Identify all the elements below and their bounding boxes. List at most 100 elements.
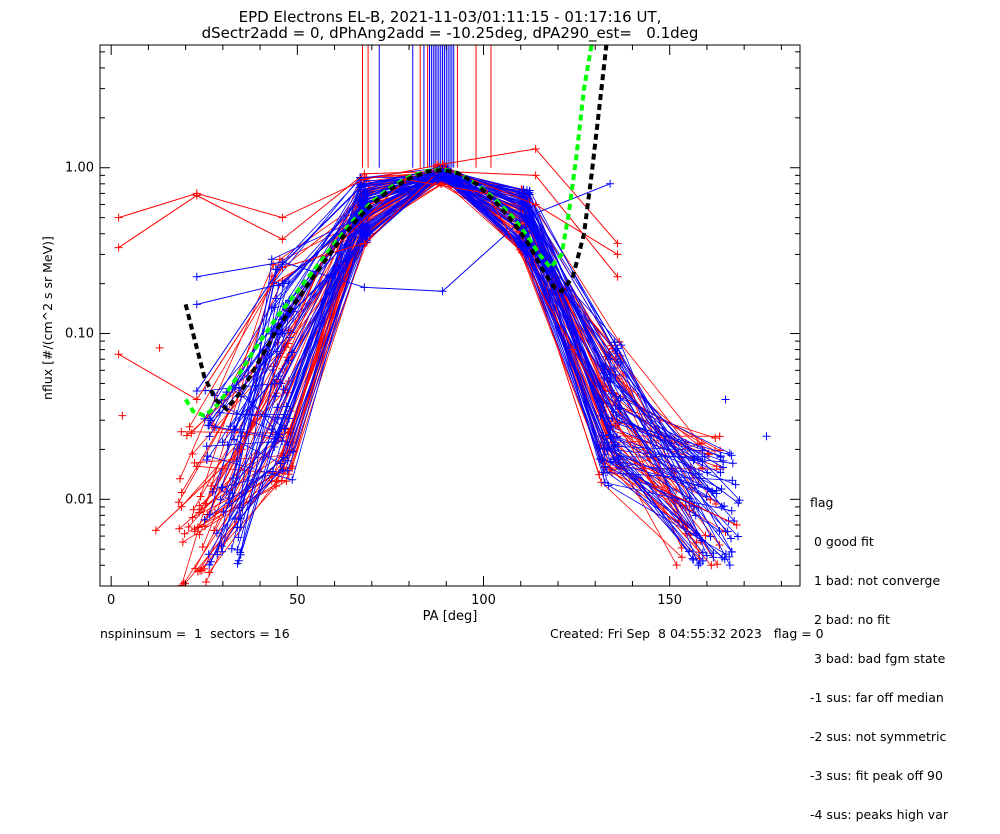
data-point — [190, 524, 199, 533]
data-point — [709, 549, 718, 558]
data-point — [283, 466, 292, 475]
plot-frame — [99, 44, 801, 587]
data-point — [606, 355, 615, 364]
data-point — [519, 241, 528, 250]
data-point — [208, 487, 217, 496]
data-point — [701, 531, 710, 540]
data-point — [531, 171, 540, 180]
data-point — [716, 453, 725, 462]
blue-curve — [232, 164, 736, 543]
data-point — [365, 226, 374, 235]
data-point — [611, 440, 620, 449]
data-point — [182, 431, 191, 440]
data-point — [719, 463, 728, 472]
data-point — [230, 515, 239, 524]
data-point — [234, 533, 243, 542]
data-point — [288, 348, 297, 357]
data-point — [617, 341, 626, 350]
data-point — [204, 550, 213, 559]
data-point — [269, 278, 278, 287]
data-point — [616, 394, 625, 403]
data-point — [203, 452, 212, 461]
outlier-points — [118, 343, 771, 561]
curve-line — [201, 168, 718, 571]
chart-plot: 0 50 100 150 0.01 0.10 1.00 PA [deg] nflux [#/… — [40, 44, 801, 624]
data-point — [213, 550, 222, 559]
data-point — [615, 337, 624, 346]
outlier-point — [725, 552, 734, 561]
data-point — [175, 474, 184, 483]
data-point — [610, 338, 619, 347]
data-point — [698, 556, 707, 565]
data-point — [672, 561, 681, 570]
data-point — [218, 438, 227, 447]
data-point — [531, 144, 540, 153]
x-axis-label: PA [deg] — [423, 609, 478, 624]
data-point — [689, 555, 698, 564]
data-point — [596, 411, 605, 420]
data-point — [279, 453, 288, 462]
y-tick-label: 0.01 — [65, 492, 94, 507]
data-point — [717, 485, 726, 494]
curve-line — [203, 181, 712, 570]
data-point — [200, 515, 209, 524]
data-point — [702, 551, 711, 560]
data-point — [725, 561, 734, 570]
data-point — [271, 265, 280, 274]
data-point — [727, 451, 736, 460]
data-point — [734, 532, 743, 541]
data-point — [174, 498, 183, 507]
data-point — [599, 468, 608, 477]
data-point — [604, 414, 613, 423]
data-point — [438, 287, 447, 296]
data-point — [597, 455, 606, 464]
data-point — [278, 279, 287, 288]
data-point — [267, 303, 276, 312]
data-point — [233, 545, 242, 554]
outlier-point — [762, 432, 771, 441]
data-point — [357, 229, 366, 238]
red-curve — [191, 171, 725, 573]
data-point — [698, 457, 707, 466]
data-point — [175, 524, 184, 533]
data-point — [612, 349, 621, 358]
data-point — [226, 422, 235, 431]
data-point — [180, 529, 189, 538]
data-point — [694, 480, 703, 489]
data-point — [695, 548, 704, 557]
data-point — [212, 529, 221, 538]
data-point — [280, 410, 289, 419]
data-point — [278, 260, 287, 269]
data-point — [727, 547, 736, 556]
data-point — [192, 272, 201, 281]
y-tick-label: 1.00 — [65, 161, 94, 176]
data-point — [606, 366, 615, 375]
data-point — [685, 494, 694, 503]
chart-title-line1: EPD Electrons EL-B, 2021-11-03/01:11:15 … — [238, 8, 662, 26]
footer-left: nspininsum = 1 sectors = 16 — [100, 626, 290, 641]
data-point — [600, 450, 609, 459]
data-point — [596, 382, 605, 391]
data-point — [205, 510, 214, 519]
fit-curves — [183, 45, 609, 418]
data-point — [708, 487, 717, 496]
data-point — [442, 174, 451, 183]
data-point — [677, 553, 686, 562]
data-point — [698, 548, 707, 557]
data-point — [222, 487, 231, 496]
data-point — [613, 272, 622, 281]
data-point — [610, 454, 619, 463]
curve-line — [208, 172, 705, 555]
data-point — [269, 260, 278, 269]
data-point — [216, 495, 225, 504]
data-point — [180, 579, 189, 586]
data-point — [268, 467, 277, 476]
y-tick-label: 0.10 — [65, 327, 94, 342]
series-line — [155, 178, 737, 531]
data-point — [606, 422, 615, 431]
data-point — [525, 186, 534, 195]
curve-line — [212, 176, 708, 556]
data-point — [187, 429, 196, 438]
data-point — [114, 350, 123, 359]
data-point — [205, 421, 214, 430]
